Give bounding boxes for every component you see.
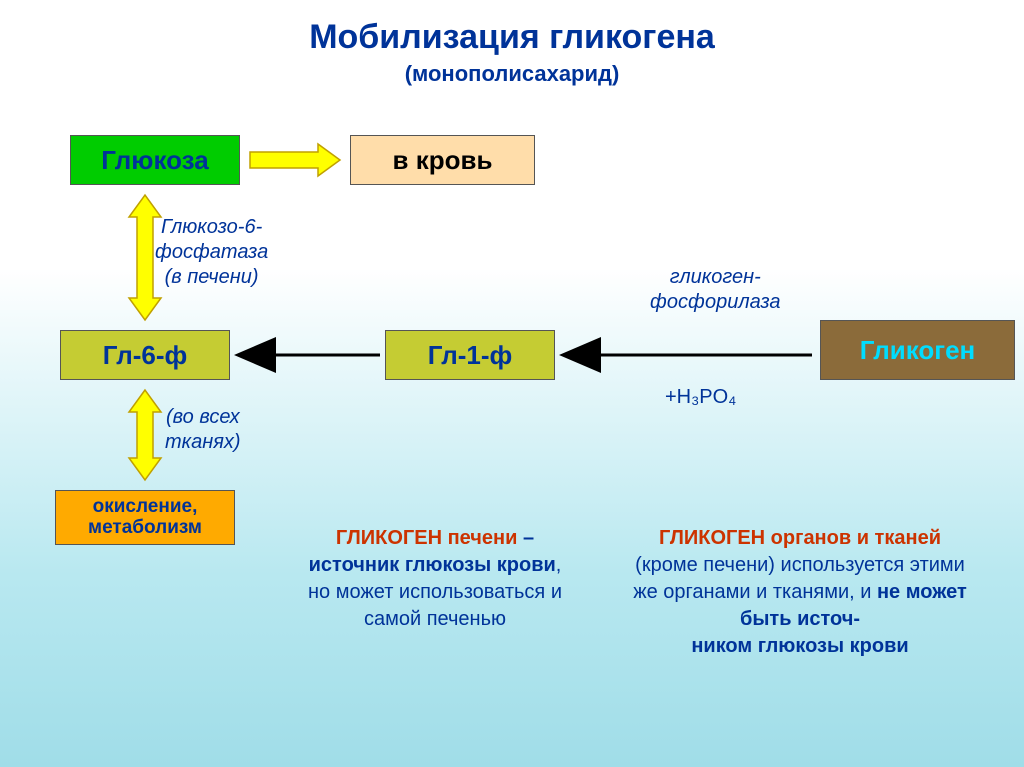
caption-organs: ГЛИКОГЕН органов и тканей (кроме печени)… bbox=[630, 525, 970, 660]
node-oxidation: окисление, метаболизм bbox=[55, 490, 235, 545]
caption-liver: ГЛИКОГЕН печени – источник глюкозы крови… bbox=[295, 525, 575, 633]
diagram-subtitle: (монополисахарид) bbox=[0, 61, 1024, 87]
diagram-title: Мобилизация гликогена bbox=[0, 18, 1024, 57]
label-tissues: (во всех тканях) bbox=[165, 405, 241, 455]
node-blood: в кровь bbox=[350, 135, 535, 185]
label-g6pase: Глюкозо-6- фосфатаза (в печени) bbox=[155, 215, 268, 290]
label-phospho: гликоген- фосфорилаза bbox=[650, 265, 781, 315]
label-h3po4: +H₃PO₄ bbox=[665, 385, 736, 410]
node-gl1f: Гл-1-ф bbox=[385, 330, 555, 380]
node-glycogen: Гликоген bbox=[820, 320, 1015, 380]
node-gl6f: Гл-6-ф bbox=[60, 330, 230, 380]
node-glucose: Глюкоза bbox=[70, 135, 240, 185]
